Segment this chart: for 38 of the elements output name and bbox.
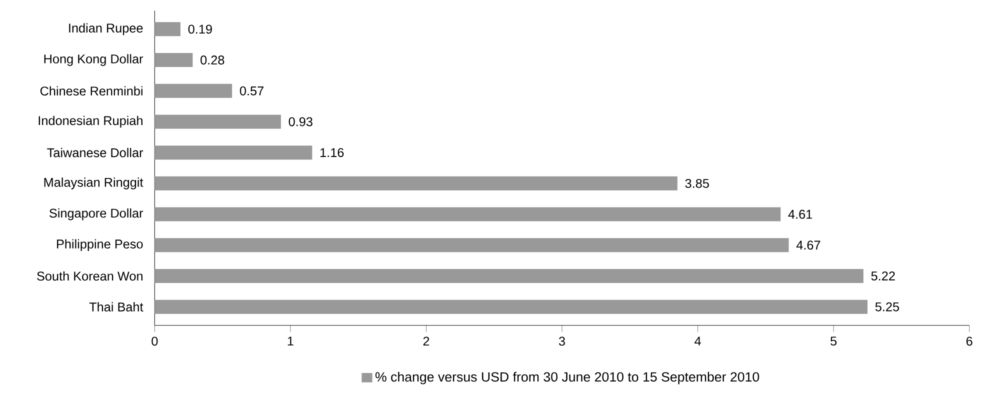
x-tick-label: 5 xyxy=(830,336,837,346)
data-label: 0.19 xyxy=(188,24,212,34)
data-label: 5.25 xyxy=(875,302,900,312)
bar xyxy=(154,268,864,283)
y-tick-label: Chinese Renminbi xyxy=(40,86,142,96)
data-label: 5.22 xyxy=(871,271,895,280)
bar xyxy=(154,22,180,36)
data-label: 4.67 xyxy=(796,240,820,250)
bar xyxy=(154,176,678,190)
bar xyxy=(154,114,281,129)
x-tick-label: 1 xyxy=(288,336,294,346)
data-label: 3.85 xyxy=(685,178,709,188)
data-label: 1.16 xyxy=(320,148,344,158)
x-tick-label: 4 xyxy=(694,336,701,346)
bar xyxy=(154,207,781,222)
data-label: 0.28 xyxy=(200,56,224,65)
y-tick-label: Hong Kong Dollar xyxy=(44,54,144,66)
legend-label: % change versus USD from 30 June 2010 to 15 September 2010 xyxy=(375,372,760,384)
x-tick-label: 6 xyxy=(966,336,972,346)
y-tick-label: Singapore Dollar xyxy=(50,208,144,220)
bar xyxy=(154,238,789,252)
x-tick-label: 0 xyxy=(152,336,158,346)
y-tick-label: Indian Rupee xyxy=(69,23,143,36)
data-label: 0.57 xyxy=(240,86,264,96)
data-label: 4.61 xyxy=(788,210,812,219)
bar xyxy=(154,146,312,160)
bar xyxy=(154,300,868,314)
y-tick-label: Indonesian Rupiah xyxy=(38,116,142,128)
bar xyxy=(154,84,232,98)
x-tick-label: 2 xyxy=(423,336,430,346)
data-label: 0.93 xyxy=(288,117,312,126)
x-tick-label: 3 xyxy=(558,336,565,346)
y-tick-label: South Korean Won xyxy=(37,271,142,281)
bar xyxy=(154,53,193,68)
y-tick-label: Malaysian Ringgit xyxy=(44,178,144,190)
y-tick-label: Philippine Peso xyxy=(57,239,143,252)
y-tick-label: Thai Baht xyxy=(89,302,144,312)
y-tick-label: Taiwanese Dollar xyxy=(47,148,144,158)
